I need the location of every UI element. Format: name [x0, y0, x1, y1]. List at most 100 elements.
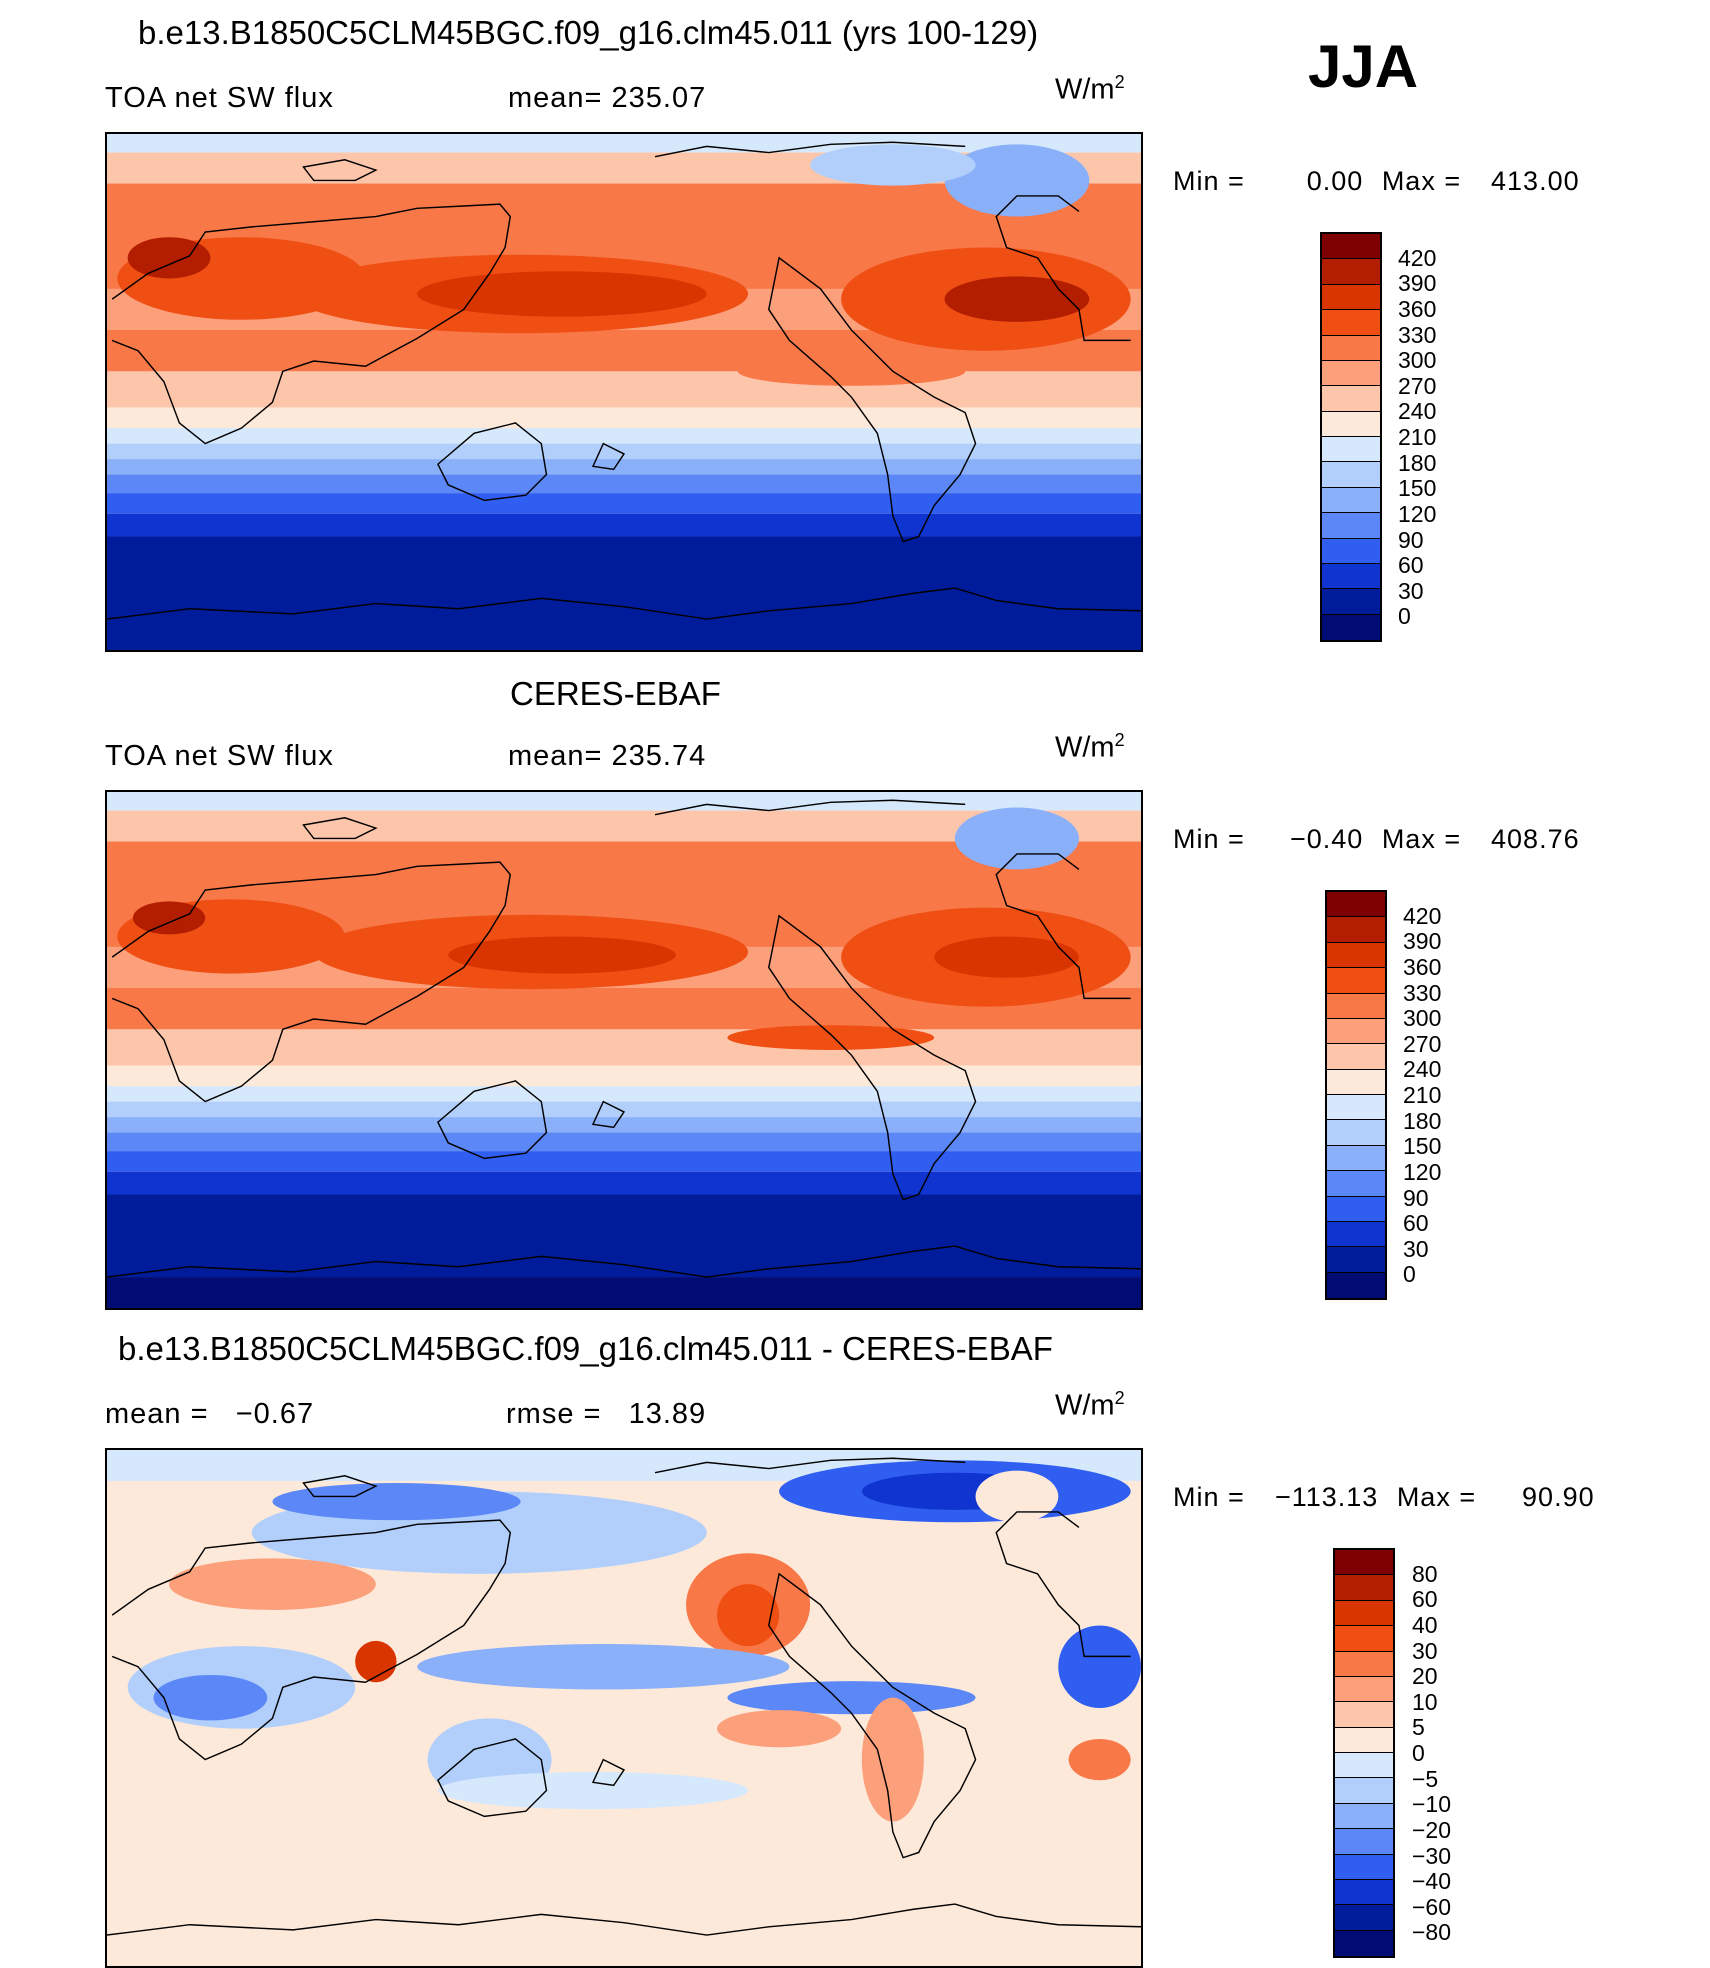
- panel-2-colorbar-labels: 420 390 360 330 300 270 240 210 180 150 120 90 60 30 0: [1403, 890, 1483, 1300]
- min-value: −113.13: [1274, 1482, 1379, 1512]
- colorbar-segment: [1322, 284, 1380, 311]
- colorbar-label: 420: [1403, 902, 1442, 929]
- colorbar-segment: [1335, 1854, 1393, 1880]
- units-exponent: 2: [1114, 72, 1125, 92]
- feature-blobs: [117, 807, 1131, 1050]
- colorbar-segment: [1335, 1727, 1393, 1753]
- colorbar-segment: [1322, 310, 1380, 336]
- colorbar-label: 390: [1398, 270, 1437, 297]
- colorbar-label: 60: [1398, 552, 1424, 579]
- coastlines: [107, 799, 1141, 1278]
- colorbar-segment: [1335, 1575, 1393, 1601]
- colorbar-segment: [1335, 1676, 1393, 1703]
- colorbar-segment: [1327, 1069, 1385, 1095]
- colorbar-label: −30: [1412, 1842, 1452, 1869]
- colorbar-segment: [1322, 563, 1380, 590]
- colorbar-segment: [1327, 993, 1385, 1019]
- map-svg: [107, 1450, 1141, 1966]
- panel-3-colorbar-labels: 80 60 40 30 20 10 5 0 −5 −10 −20 −30 −40 −60 −80: [1412, 1548, 1492, 1958]
- colorbar-label: 150: [1398, 475, 1437, 502]
- panel-2-variable-label: TOA net SW flux: [105, 740, 334, 772]
- panel-2-map: [105, 790, 1143, 1310]
- colorbar-segment: [1327, 1018, 1385, 1045]
- colorbar-label: 180: [1398, 449, 1437, 476]
- colorbar-segment: [1335, 1600, 1393, 1627]
- colorbar-label: 60: [1403, 1210, 1429, 1237]
- colorbar-segment: [1327, 892, 1385, 918]
- colorbar-segment: [1322, 411, 1380, 437]
- min-value: 0.00: [1306, 166, 1364, 196]
- panel-3-mean-label: mean = −0.67: [105, 1398, 315, 1430]
- colorbar-segment: [1335, 1905, 1393, 1931]
- panel-3-units: W/m2: [1055, 1388, 1125, 1423]
- panel-3-map: [105, 1448, 1143, 1968]
- colorbar-label: −5: [1412, 1765, 1439, 1792]
- colorbar-segment: [1322, 360, 1380, 387]
- colorbar-label: 210: [1403, 1082, 1442, 1108]
- colorbar-label: 390: [1403, 928, 1442, 955]
- colorbar-label: 300: [1398, 347, 1437, 374]
- colorbar-label: 330: [1398, 321, 1437, 348]
- units-base: W/m: [1055, 731, 1115, 764]
- panel-1-colorbar-labels: 420 390 360 330 300 270 240 210 180 150 120 90 60 30 0: [1398, 232, 1478, 642]
- panel-2-units: W/m2: [1055, 730, 1125, 765]
- max-label: Max =: [1381, 824, 1462, 854]
- panel-2-min-max: Min = −0.40 Max = 408.76: [1173, 824, 1580, 855]
- panel-2-colorbar: [1325, 890, 1387, 1300]
- colorbar-label: 150: [1403, 1133, 1442, 1160]
- min-label: Min =: [1173, 824, 1245, 854]
- colorbar-segment: [1322, 487, 1380, 514]
- colorbar-segment: [1335, 1829, 1393, 1855]
- colorbar-label: 60: [1412, 1586, 1438, 1613]
- colorbar-label: 300: [1403, 1005, 1442, 1032]
- colorbar-segment: [1322, 386, 1380, 412]
- colorbar-label: −60: [1412, 1893, 1452, 1920]
- max-label: Max =: [1381, 166, 1462, 196]
- colorbar-segment: [1335, 1550, 1393, 1576]
- min-label: Min =: [1173, 1482, 1245, 1512]
- season-label: JJA: [1308, 33, 1419, 100]
- colorbar-segment: [1322, 614, 1380, 640]
- colorbar-label: 210: [1398, 424, 1437, 450]
- colorbar-label: 120: [1403, 1158, 1442, 1185]
- colorbar-segment: [1327, 1044, 1385, 1070]
- coastlines: [107, 1457, 1141, 1936]
- map-svg: [107, 792, 1141, 1308]
- colorbar-segment: [1327, 942, 1385, 969]
- colorbar-segment: [1327, 1171, 1385, 1197]
- colorbar-label: 180: [1403, 1107, 1442, 1134]
- panel-2-mean-label: mean= 235.74: [508, 740, 707, 772]
- colorbar-label: 30: [1403, 1235, 1429, 1262]
- panel-3-title: b.e13.B1850C5CLM45BGC.f09_g16.clm45.011 …: [118, 1330, 1053, 1367]
- panel-1-mean-label: mean= 235.07: [508, 82, 707, 114]
- colorbar-segment: [1335, 1803, 1393, 1830]
- colorbar-label: 10: [1412, 1688, 1438, 1715]
- colorbar-segment: [1322, 462, 1380, 488]
- colorbar-label: 240: [1398, 398, 1437, 425]
- colorbar-label: 20: [1412, 1663, 1438, 1690]
- max-value: 90.90: [1522, 1482, 1595, 1512]
- colorbar-segment: [1327, 1095, 1385, 1121]
- colorbar-label: 270: [1403, 1030, 1442, 1057]
- panel-2-title: CERES-EBAF: [510, 675, 721, 712]
- feature-blobs: [117, 144, 1131, 386]
- panel-1-units: W/m2: [1055, 72, 1125, 107]
- colorbar-label: 30: [1398, 577, 1424, 604]
- colorbar-label: 0: [1403, 1261, 1416, 1288]
- colorbar-segment: [1327, 968, 1385, 994]
- colorbar-label: 420: [1398, 244, 1437, 271]
- colorbar-segment: [1322, 513, 1380, 539]
- max-value: 413.00: [1491, 166, 1580, 196]
- colorbar-segment: [1335, 1753, 1393, 1779]
- panel-3-colorbar: [1333, 1548, 1395, 1958]
- colorbar-label: 40: [1412, 1611, 1438, 1638]
- min-value: −0.40: [1289, 824, 1364, 854]
- panel-3-min-max: Min = −113.13 Max = 90.90: [1173, 1482, 1595, 1513]
- panel-3-rmse-label: rmse = 13.89: [506, 1398, 707, 1430]
- map-svg: [107, 134, 1141, 650]
- panel-1-variable-label: TOA net SW flux: [105, 82, 334, 114]
- colorbar-label: −20: [1412, 1816, 1452, 1843]
- panel-1-colorbar: [1320, 232, 1382, 642]
- max-label: Max =: [1396, 1482, 1477, 1512]
- colorbar-label: 240: [1403, 1056, 1442, 1083]
